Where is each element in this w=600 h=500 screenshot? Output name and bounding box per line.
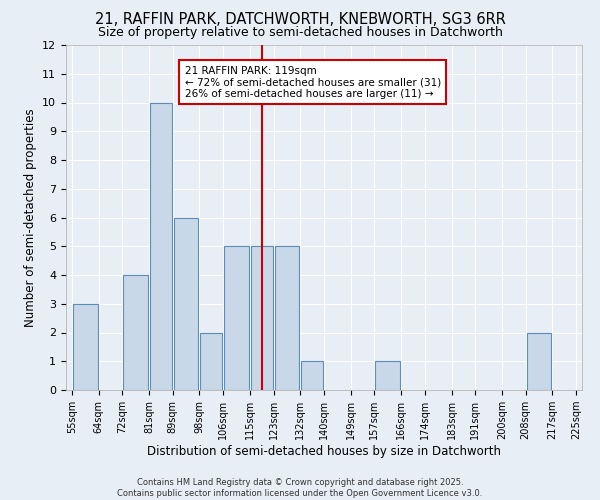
Bar <box>376 361 400 390</box>
Text: Size of property relative to semi-detached houses in Datchworth: Size of property relative to semi-detach… <box>98 26 502 39</box>
Y-axis label: Number of semi-detached properties: Number of semi-detached properties <box>23 108 37 327</box>
X-axis label: Distribution of semi-detached houses by size in Datchworth: Distribution of semi-detached houses by … <box>147 445 501 458</box>
Bar <box>301 361 323 390</box>
Bar <box>150 102 172 390</box>
Bar <box>224 246 249 390</box>
Bar <box>73 304 98 390</box>
Bar <box>251 246 272 390</box>
Bar <box>174 218 199 390</box>
Bar <box>124 275 148 390</box>
Bar <box>275 246 299 390</box>
Text: 21 RAFFIN PARK: 119sqm
← 72% of semi-detached houses are smaller (31)
26% of sem: 21 RAFFIN PARK: 119sqm ← 72% of semi-det… <box>185 66 441 99</box>
Text: Contains HM Land Registry data © Crown copyright and database right 2025.
Contai: Contains HM Land Registry data © Crown c… <box>118 478 482 498</box>
Text: 21, RAFFIN PARK, DATCHWORTH, KNEBWORTH, SG3 6RR: 21, RAFFIN PARK, DATCHWORTH, KNEBWORTH, … <box>95 12 505 28</box>
Bar <box>527 332 551 390</box>
Bar <box>200 332 222 390</box>
